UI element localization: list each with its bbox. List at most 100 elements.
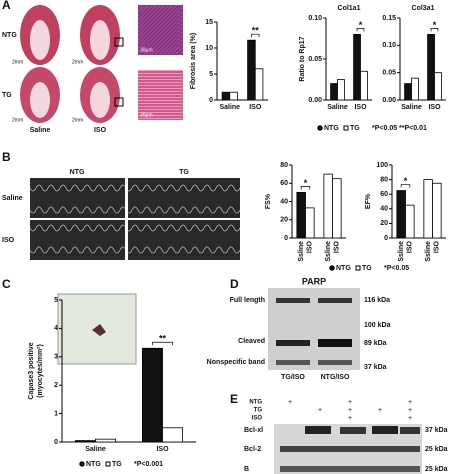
y-axis-label: Capase3 positive (28, 342, 35, 399)
band-label: Nonspecific band (207, 359, 265, 366)
sig-label: ** (252, 26, 260, 36)
y-axis-label: FS% (265, 193, 272, 209)
cell: + (348, 399, 352, 406)
y-tick-label: 5 (54, 297, 58, 304)
legend-swatch (317, 125, 323, 131)
bar (305, 207, 315, 239)
legend-swatch (105, 461, 111, 467)
bar (162, 427, 184, 443)
sig-label: * (433, 20, 437, 30)
y-axis-label: Ratio to Rp17 (299, 36, 306, 81)
bar (427, 34, 435, 101)
x-tick-label: ISO (354, 104, 367, 111)
chart-title: Col1a1 (338, 5, 361, 12)
y-tick-label: 0.00 (308, 97, 322, 104)
bar (254, 68, 264, 101)
bar (141, 347, 163, 443)
bar (434, 72, 442, 101)
y-tick-label: 60 (380, 191, 388, 198)
bar (404, 83, 412, 101)
bar (75, 440, 96, 443)
row-label: Saline (2, 195, 23, 202)
blot-title: PARP (302, 276, 326, 286)
legend-label: TG (350, 125, 360, 132)
bar (353, 34, 361, 101)
cell: + (348, 407, 352, 414)
y-tick-label: 15 (205, 19, 213, 26)
sig-label: ** (159, 334, 167, 344)
x-tick-label: ISO (407, 240, 414, 253)
y-tick-label: 3 (54, 354, 58, 361)
legend-label: NTG (324, 125, 339, 132)
row-label: TG (2, 92, 12, 99)
y-tick-label: 0.05 (382, 70, 396, 77)
bar (396, 190, 406, 239)
x-tick-label: ISO (307, 240, 314, 253)
y-tick-label: 20 (280, 217, 288, 224)
y-tick-label: 20 (380, 220, 388, 227)
y-tick-label: 60 (280, 180, 288, 187)
lane-label: TG/ISO (281, 374, 305, 381)
scale-label: 2mm (12, 59, 23, 65)
sig-bracket (152, 341, 173, 346)
y-tick-label: 2 (54, 382, 58, 389)
p-note: *P<0.05 **P<0.01 (372, 125, 427, 132)
histology (20, 5, 183, 123)
y-tick-label: 0.10 (308, 15, 322, 22)
bar (221, 91, 231, 101)
kda-label: 89 kDa (364, 340, 387, 347)
y-tick-label: 10 (205, 45, 213, 52)
kda-label: 37 kDa (364, 364, 387, 371)
lane-label: NTG/ISO (321, 374, 350, 381)
bar (411, 77, 419, 101)
sig-bracket (300, 186, 311, 190)
x-tick-label: ISO (334, 240, 341, 253)
kda-label: 116 kDa (364, 297, 390, 304)
echo-image (30, 220, 125, 260)
bar (95, 438, 117, 443)
cell: + (318, 407, 322, 414)
panel-letter: C (2, 277, 11, 291)
p-note: *P<0.001 (134, 461, 163, 468)
bar (423, 179, 433, 239)
echo-image (128, 220, 240, 260)
cell: + (348, 415, 352, 422)
bar (247, 39, 256, 101)
bar (332, 178, 342, 239)
y-tick-label: 0 (384, 235, 388, 242)
bar (229, 91, 238, 101)
row-label: TG (254, 408, 263, 414)
col-label: NTG (70, 169, 85, 176)
legend-swatch (79, 461, 85, 467)
cell: + (288, 399, 292, 406)
col-label: ISO (94, 127, 107, 134)
sig-label: * (304, 178, 308, 188)
col-label: Saline (30, 127, 51, 134)
kda-label: 100 kDa (364, 322, 391, 329)
y-tick-label: 0.05 (308, 56, 322, 63)
sig-label: * (404, 176, 408, 186)
row-label: NTG (2, 32, 17, 39)
sig-bracket (356, 28, 365, 32)
stained-cell (92, 324, 106, 336)
band-label: Cleaved (238, 338, 265, 345)
scale-label: 2mm (72, 117, 83, 123)
cell: + (408, 399, 412, 406)
scale-label: 30μm (140, 47, 153, 53)
bar (323, 173, 333, 239)
bar (296, 191, 306, 239)
y-tick-label: 80 (380, 176, 388, 183)
chart-title: Col3a1 (412, 5, 435, 12)
legend-label: TG (112, 461, 122, 468)
panel-letter: A (2, 0, 11, 12)
x-tick-label: Ssline (425, 241, 432, 262)
x-tick-label: Ssline (398, 241, 405, 262)
bar (360, 70, 368, 101)
y-tick-label: 0.00 (382, 97, 396, 104)
x-tick-label: Saline (327, 104, 348, 111)
p-note: *P<0.05 (384, 265, 409, 272)
sig-bracket (400, 184, 411, 188)
cell: + (408, 407, 412, 414)
x-tick-label: ISO (434, 240, 441, 253)
